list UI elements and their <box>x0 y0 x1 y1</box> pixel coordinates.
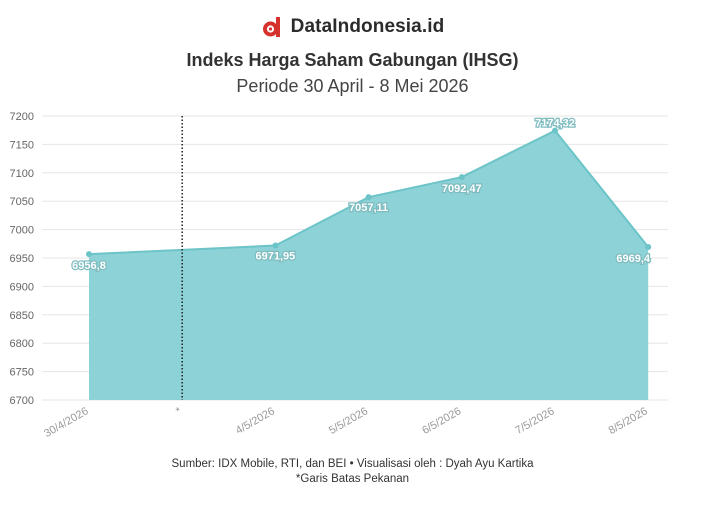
y-tick-label: 6850 <box>10 310 34 322</box>
y-tick-label: 6800 <box>10 338 34 350</box>
y-tick-label: 6950 <box>10 253 34 265</box>
x-tick-label: 30/4/2026 <box>42 405 90 440</box>
x-tick-label: 6/5/2026 <box>420 405 463 437</box>
y-tick-label: 6700 <box>10 395 34 407</box>
data-point <box>645 243 652 250</box>
data-label: 6956,8 <box>72 260 106 272</box>
y-tick-label: 7200 <box>10 111 34 123</box>
source-note: Sumber: IDX Mobile, RTI, dan BEI • Visua… <box>171 458 534 470</box>
footnote: *Garis Batas Pekanan <box>295 473 410 485</box>
data-label: 7092,47 <box>442 183 482 195</box>
chart-subtitle: Periode 30 April - 8 Mei 2026 <box>236 76 469 96</box>
x-tick-label: * <box>174 405 184 418</box>
data-label: 6971,95 <box>256 251 296 263</box>
y-tick-label: 6750 <box>10 367 34 379</box>
data-labels: 6956,8 6971,95 7057,11 7092,47 7174,32 6969,4 <box>71 116 652 273</box>
y-tick-label: 7100 <box>10 168 34 180</box>
x-tick-label: 5/5/2026 <box>327 405 370 437</box>
data-label: 7057,11 <box>349 202 388 214</box>
series-area <box>89 130 649 400</box>
y-tick-label: 7050 <box>10 196 34 208</box>
y-tick-label: 7150 <box>10 139 34 151</box>
chart-title: Indeks Harga Saham Gabungan (IHSG) <box>186 50 519 70</box>
x-axis-ticks: 30/4/2026 * 4/5/2026 5/5/2026 6/5/2026 7/5/20… <box>42 405 650 440</box>
data-point <box>552 127 558 134</box>
dataindonesia-logo-icon <box>262 17 280 37</box>
data-points <box>86 127 652 258</box>
y-tick-label: 6900 <box>10 281 34 293</box>
x-tick-label: 7/5/2026 <box>513 405 556 437</box>
x-tick-label: 4/5/2026 <box>234 405 277 437</box>
brand-name: DataIndonesia.id <box>290 16 445 37</box>
area-series <box>88 129 649 400</box>
x-tick-label: 8/5/2026 <box>607 405 650 437</box>
data-point <box>272 242 279 249</box>
data-point <box>365 194 372 201</box>
data-point <box>86 251 92 258</box>
y-tick-label: 7000 <box>10 225 34 237</box>
data-label: 6969,4 <box>616 253 651 265</box>
data-point <box>458 174 465 181</box>
y-axis-ticks: 6700 6750 6800 6850 6900 6950 7000 7050 7100 7150… <box>10 111 34 407</box>
brand-header: DataIndonesia.id <box>0 14 705 40</box>
data-label: 7174,32 <box>535 118 575 130</box>
